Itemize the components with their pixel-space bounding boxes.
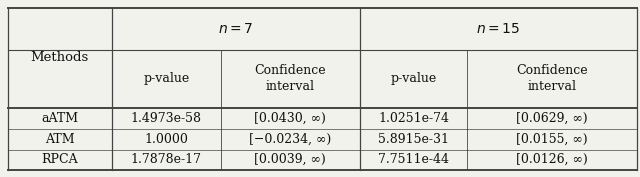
Text: Confidence
interval: Confidence interval <box>516 64 588 93</box>
Text: $n = 7$: $n = 7$ <box>218 22 253 36</box>
Text: [0.0039, ∞): [0.0039, ∞) <box>254 153 326 166</box>
Text: 1.4973e-58: 1.4973e-58 <box>131 112 202 125</box>
Text: 7.7511e-44: 7.7511e-44 <box>378 153 449 166</box>
Text: 1.0000: 1.0000 <box>145 133 188 146</box>
Text: [0.0629, ∞): [0.0629, ∞) <box>516 112 588 125</box>
Text: aATM: aATM <box>41 112 79 125</box>
Text: 1.0251e-74: 1.0251e-74 <box>378 112 449 125</box>
Text: 1.7878e-17: 1.7878e-17 <box>131 153 202 166</box>
Text: [0.0126, ∞): [0.0126, ∞) <box>516 153 588 166</box>
Text: ATM: ATM <box>45 133 75 146</box>
Text: p-value: p-value <box>143 72 189 85</box>
Text: [−0.0234, ∞): [−0.0234, ∞) <box>249 133 332 146</box>
Text: $n = 15$: $n = 15$ <box>476 22 520 36</box>
Text: Methods: Methods <box>31 52 89 64</box>
Text: [0.0155, ∞): [0.0155, ∞) <box>516 133 588 146</box>
Text: RPCA: RPCA <box>42 153 78 166</box>
Text: Confidence
interval: Confidence interval <box>255 64 326 93</box>
Text: p-value: p-value <box>390 72 436 85</box>
Text: 5.8915e-31: 5.8915e-31 <box>378 133 449 146</box>
Text: [0.0430, ∞): [0.0430, ∞) <box>254 112 326 125</box>
